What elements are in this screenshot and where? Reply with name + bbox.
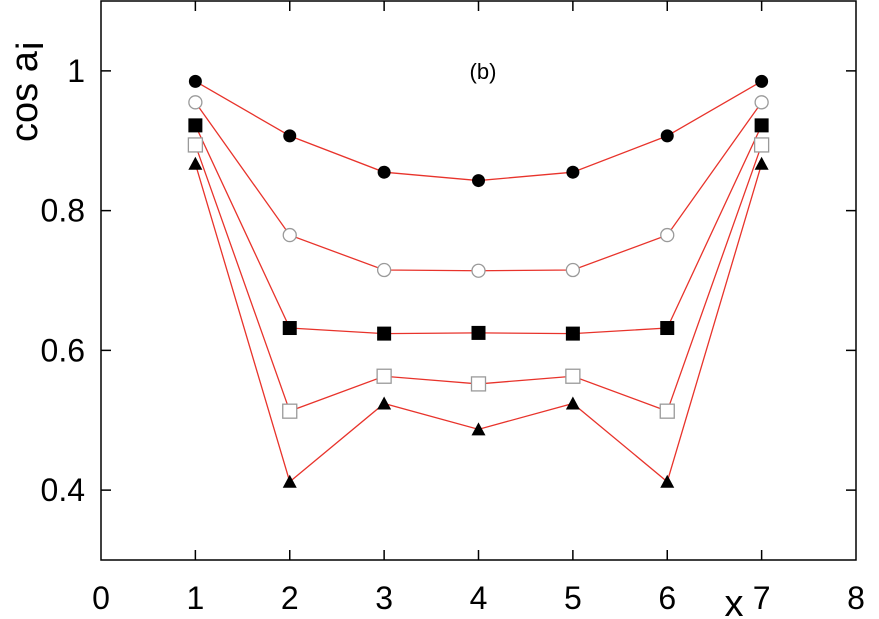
marker-filled-triangle [377, 396, 392, 410]
marker-open-circle [282, 227, 297, 243]
y-tick-label: 0.8 [41, 193, 85, 229]
series-markers [187, 74, 770, 488]
marker-open-circle [754, 95, 769, 110]
marker-filled-square [660, 321, 675, 336]
series-lines [194, 80, 763, 483]
x-tick-label: 7 [753, 580, 771, 616]
marker-filled-square [282, 321, 297, 336]
axis-ticks [101, 1, 856, 560]
marker-filled-circle [660, 129, 674, 143]
marker-open-circle [565, 262, 581, 278]
y-axis-title: cos a [4, 50, 46, 142]
marker-open-circle [188, 95, 203, 110]
marker-open-square [376, 368, 392, 384]
marker-filled-circle [377, 165, 391, 179]
y-axis-title-subscript: i [10, 42, 52, 50]
x-tick-label: 4 [470, 580, 488, 616]
marker-filled-square [188, 118, 203, 133]
plot-frame [100, 0, 857, 561]
marker-filled-circle [188, 74, 202, 88]
marker-open-circle [471, 263, 486, 278]
y-tick-label: 1 [67, 53, 85, 89]
marker-open-square [282, 403, 298, 419]
marker-open-square [753, 137, 770, 153]
marker-open-square [659, 403, 675, 419]
marker-open-circle [376, 262, 392, 278]
x-axis-title: x [725, 583, 744, 619]
x-tick-label: 8 [847, 580, 865, 616]
marker-filled-triangle [471, 422, 486, 436]
x-tick-label: 3 [375, 580, 393, 616]
marker-filled-square [565, 326, 580, 341]
series-line-filled-circle [195, 80, 762, 182]
panel-annotation: (b) [470, 59, 497, 84]
marker-filled-square [754, 118, 769, 133]
marker-filled-triangle [660, 474, 675, 488]
marker-filled-square [377, 326, 392, 341]
marker-filled-triangle [188, 156, 203, 170]
x-tick-label: 2 [281, 580, 299, 616]
marker-filled-circle [755, 74, 769, 88]
marker-filled-triangle [565, 396, 580, 410]
x-tick-label: 5 [564, 580, 582, 616]
marker-open-square [565, 368, 581, 384]
marker-open-circle [660, 227, 675, 243]
y-tick-labels: 0.4 0.6 0.8 1 [41, 53, 85, 508]
series-line-filled-square [194, 125, 763, 335]
marker-filled-triangle [754, 156, 769, 170]
y-tick-label: 0.4 [41, 472, 85, 508]
x-tick-label: 1 [186, 580, 204, 616]
x-tick-label: 6 [658, 580, 676, 616]
marker-filled-circle [472, 174, 485, 188]
marker-filled-square [471, 325, 486, 340]
marker-filled-circle [283, 129, 297, 143]
marker-open-square [187, 137, 204, 153]
marker-filled-triangle [282, 474, 297, 488]
y-tick-label: 0.6 [41, 332, 85, 368]
x-tick-label: 0 [92, 580, 110, 616]
marker-open-square [470, 376, 487, 392]
marker-filled-circle [566, 165, 580, 179]
x-tick-labels: 0 1 2 3 4 5 6 7 8 [92, 580, 865, 616]
